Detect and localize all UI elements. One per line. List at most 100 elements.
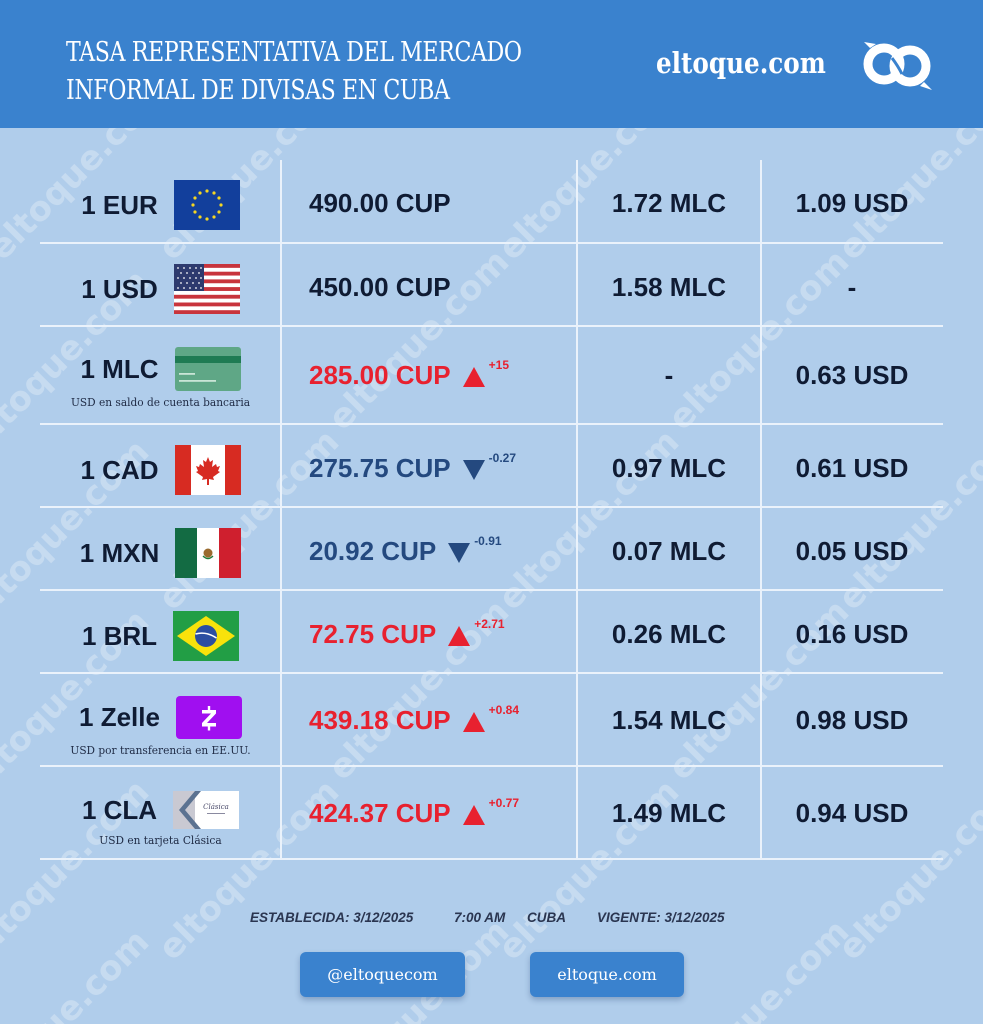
page-title: TASA REPRESENTATIVA DEL MERCADO INFORMAL… (66, 34, 522, 110)
usd-rate: 0.94 USD (795, 798, 909, 828)
column-divider (280, 160, 282, 860)
canada-flag-icon (174, 445, 241, 495)
cup-rate-cell: 285.00 CUP +15 (309, 358, 510, 391)
trend-up-icon (462, 805, 485, 825)
usd-rate: 0.16 USD (795, 619, 909, 649)
trend-up-icon (462, 367, 485, 387)
usd-rate: 0.61 USD (795, 453, 909, 483)
cup-rate-cell: 72.75 CUP +2.71 (309, 617, 505, 650)
currency-subtitle: USD por transferencia en EE.UU. (70, 743, 251, 757)
social-handle-button[interactable]: @eltoquecom (300, 952, 465, 997)
mlc-rate: 1.49 MLC (611, 798, 727, 828)
table-row-zelle: 1 Zelle USD por transferencia en EE.UU. … (0, 674, 983, 765)
currency-code: 1 Zelle (79, 702, 160, 732)
bank-card-icon (174, 347, 241, 391)
valid-date: VIGENTE: 3/12/2025 (597, 910, 725, 925)
established-date: ESTABLECIDA: 3/12/2025 (250, 910, 414, 925)
trend-delta: -0.27 (488, 451, 517, 465)
trend-delta: +2.71 (474, 617, 505, 631)
trend-up-icon (448, 626, 471, 646)
column-divider (760, 160, 762, 860)
column-divider (576, 160, 578, 860)
trend-down-icon (462, 460, 485, 480)
trend-down-icon (448, 543, 471, 563)
row-divider (40, 589, 943, 591)
mlc-rate: 1.58 MLC (611, 272, 727, 302)
row-divider (40, 765, 943, 767)
cup-rate-value: 439.18 CUP (309, 705, 451, 735)
row-divider (40, 858, 943, 860)
currency-code: 1 CLA (81, 794, 158, 825)
currency-code: 1 USD (81, 273, 158, 304)
eu-flag-icon (173, 180, 240, 230)
trend-up-icon (462, 712, 485, 732)
usd-rate: 1.09 USD (795, 188, 909, 218)
row-divider (40, 423, 943, 425)
usd-rate: 0.98 USD (795, 705, 909, 735)
trend-delta: -0.91 (474, 534, 502, 548)
currency-code: 1 CAD (80, 454, 159, 485)
trend-indicator: +0.77 (462, 796, 520, 825)
currency-cell: 1 MXN (40, 528, 281, 578)
cup-rate-value: 72.75 CUP (309, 619, 437, 649)
trend-delta: +0.84 (488, 703, 520, 717)
cup-rate-value: 275.75 CUP (309, 453, 451, 483)
cup-rate-value: 490.00 CUP (309, 188, 451, 218)
mlc-rate: 0.07 MLC (611, 536, 727, 566)
brazil-flag-icon (173, 611, 240, 661)
mlc-rate: 1.54 MLC (611, 705, 727, 735)
trend-delta: +0.77 (488, 796, 520, 810)
trend-indicator: +0.84 (462, 703, 520, 732)
currency-cell: 1 MLC USD en saldo de cuenta bancaria (40, 347, 281, 409)
row-divider (40, 672, 943, 674)
title-line-1: TASA REPRESENTATIVA DEL MERCADO (66, 37, 522, 68)
mlc-rate: 1.72 MLC (611, 188, 727, 218)
table-row-cad: 1 CAD 275.75 CUP -0.27 0.97 MLC 0.61 USD (0, 425, 983, 506)
us-flag-icon (173, 264, 240, 314)
mlc-rate: - (664, 360, 674, 390)
row-divider (40, 325, 943, 327)
table-row-mlc: 1 MLC USD en saldo de cuenta bancaria 28… (0, 327, 983, 423)
location: CUBA (527, 910, 566, 925)
currency-cell: 1 Zelle USD por transferencia en EE.UU. (40, 696, 281, 757)
currency-code: 1 EUR (81, 189, 158, 220)
currency-code: 1 MXN (79, 537, 160, 568)
eltoque-logo-icon (863, 42, 932, 90)
table-row-usd: 1 USD (0, 244, 983, 325)
brand-name: eltoque.com (656, 46, 826, 80)
table-row-brl: 1 BRL 72.75 CUP +2.71 0.26 MLC 0.16 USD (0, 591, 983, 672)
title-line-2: INFORMAL DE DIVISAS EN CUBA (66, 75, 450, 106)
cup-rate-cell: 275.75 CUP -0.27 (309, 451, 517, 484)
currency-subtitle: USD en tarjeta Clásica (99, 833, 222, 847)
cup-rate-value: 424.37 CUP (309, 798, 451, 828)
usd-rate: 0.63 USD (795, 360, 909, 390)
trend-indicator: -0.27 (462, 451, 517, 480)
row-divider (40, 506, 943, 508)
cup-rate-value: 20.92 CUP (309, 536, 437, 566)
table-row-mxn: 1 MXN 20.92 CUP -0.91 0.07 MLC 0.05 USD (0, 508, 983, 589)
cup-rate-cell: 439.18 CUP +0.84 (309, 703, 520, 736)
currency-cell: 1 EUR (40, 180, 281, 230)
cup-rate-cell: 450.00 CUP (309, 272, 451, 303)
website-button[interactable]: eltoque.com (530, 952, 684, 997)
table-row-eur: 1 EUR 490.00 CUP 1.72 MLC 1.09 USD (0, 160, 983, 242)
cup-rate-cell: 20.92 CUP -0.91 (309, 534, 502, 567)
row-divider (40, 242, 943, 244)
established-time: 7:00 AM (454, 910, 506, 925)
cup-rate-cell: 490.00 CUP (309, 188, 451, 219)
cup-rate-value: 285.00 CUP (309, 360, 451, 390)
cup-rate-value: 450.00 CUP (309, 272, 451, 302)
currency-cell: 1 CLA Clásica USD en tarjeta Clásica (40, 791, 281, 847)
cup-rate-cell: 424.37 CUP +0.77 (309, 796, 520, 829)
trend-indicator: +15 (462, 358, 510, 387)
mexico-flag-icon (175, 528, 242, 578)
currency-subtitle: USD en saldo de cuenta bancaria (70, 395, 251, 409)
zelle-logo-icon (175, 696, 242, 739)
mlc-rate: 0.97 MLC (611, 453, 727, 483)
header-banner: TASA REPRESENTATIVA DEL MERCADO INFORMAL… (0, 0, 983, 128)
currency-cell: 1 BRL (40, 611, 281, 661)
trend-indicator: +2.71 (448, 617, 505, 646)
trend-delta: +15 (488, 358, 510, 372)
table-row-cla: 1 CLA Clásica USD en tarjeta Clásica 424… (0, 767, 983, 858)
